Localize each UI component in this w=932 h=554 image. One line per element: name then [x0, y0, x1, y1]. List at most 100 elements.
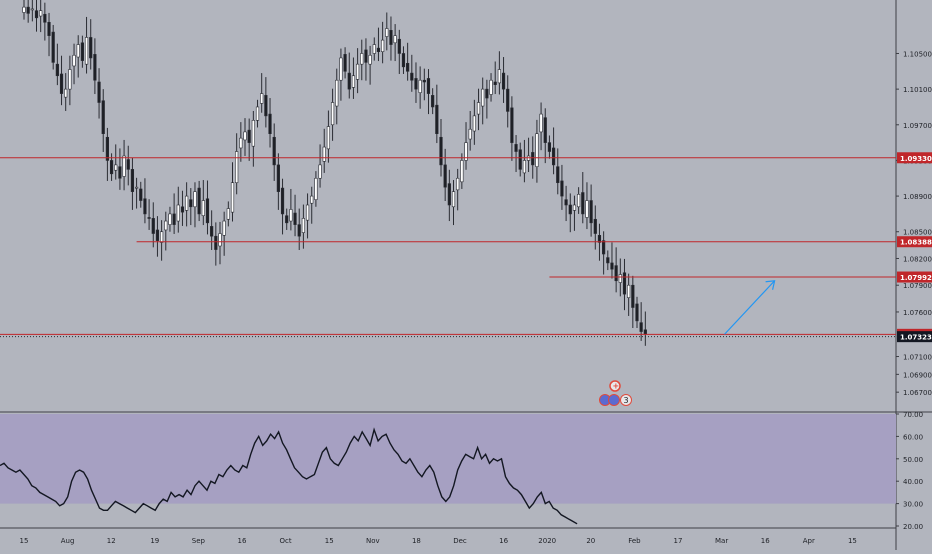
candle-body: [210, 226, 214, 237]
candle: [489, 73, 493, 102]
candle-body: [602, 240, 606, 255]
event-dot-icon: [608, 394, 620, 406]
candle-body: [168, 213, 172, 225]
candle-body: [418, 79, 422, 93]
candle: [577, 187, 581, 214]
candle: [30, 0, 34, 22]
candle-body: [401, 53, 406, 68]
candle-body: [251, 120, 255, 147]
candle-body: [364, 49, 368, 63]
rsi-tick-label: 50.00: [903, 456, 923, 464]
candle: [543, 108, 547, 164]
candle-body: [347, 72, 351, 90]
candle: [481, 77, 485, 125]
candle: [493, 61, 497, 95]
candle-body: [351, 75, 356, 88]
candle-body: [381, 39, 385, 52]
candle: [210, 210, 214, 251]
candle-body: [618, 274, 622, 283]
time-tick-label: Mar: [715, 537, 728, 545]
candle-body: [639, 322, 643, 332]
candle: [118, 148, 122, 190]
price-tick-label: 1.08200: [903, 255, 932, 263]
candle: [460, 153, 464, 189]
candle-body: [610, 262, 614, 270]
candle: [76, 35, 80, 78]
candle: [43, 2, 47, 41]
candle-body: [34, 10, 39, 19]
candle: [622, 258, 627, 311]
candle: [84, 16, 89, 74]
candle: [347, 52, 351, 99]
candle-body: [51, 31, 55, 63]
candle: [572, 195, 577, 231]
candle: [389, 16, 393, 61]
candle: [497, 51, 501, 95]
candle-body: [72, 54, 76, 67]
candle-body: [397, 38, 401, 54]
candle: [393, 24, 397, 62]
candle-body: [326, 126, 331, 150]
time-tick-label: Apr: [803, 537, 815, 545]
price-line-label: 1.07992: [900, 274, 932, 282]
candle-body: [372, 44, 376, 54]
candle: [426, 69, 431, 115]
candle-body: [264, 95, 268, 117]
candle: [381, 21, 385, 64]
candle: [631, 275, 635, 328]
candle: [151, 202, 155, 248]
candle: [72, 43, 76, 85]
candle: [105, 127, 109, 181]
rsi-tick-label: 40.00: [903, 478, 923, 486]
time-tick-label: 2020: [538, 537, 556, 545]
candle: [318, 144, 322, 188]
candle-body: [506, 88, 510, 112]
candle: [268, 98, 272, 148]
candle: [335, 68, 339, 125]
candle-body: [297, 224, 301, 237]
candle: [376, 27, 381, 62]
candle: [80, 35, 84, 68]
candle: [34, 0, 39, 32]
candle-body: [180, 206, 185, 213]
candle: [22, 0, 26, 20]
candle-body: [89, 37, 93, 59]
candle-body: [414, 78, 418, 90]
candle-body: [222, 220, 226, 236]
candle: [614, 247, 618, 293]
candle-body: [55, 63, 59, 77]
price-tick-label: 1.06700: [903, 389, 932, 397]
candle: [89, 19, 93, 70]
candle-body: [606, 257, 610, 264]
arrow-shaft: [724, 280, 776, 335]
candle: [464, 122, 468, 170]
candle-body: [422, 79, 426, 83]
candle-body: [476, 102, 481, 115]
candle-body: [226, 208, 230, 220]
price-tick-label: 1.09700: [903, 122, 932, 130]
time-tick-label: Nov: [366, 537, 380, 545]
candle: [547, 135, 552, 159]
rsi-tick-label: 20.00: [903, 523, 923, 531]
candle: [635, 296, 639, 328]
candle: [164, 211, 168, 251]
time-tick-label: Dec: [453, 537, 467, 545]
candle: [39, 0, 43, 33]
price-tick-label: 1.08500: [903, 229, 932, 237]
candle: [351, 57, 356, 99]
candle-body: [335, 79, 339, 107]
candle: [501, 57, 506, 103]
candle-body: [189, 199, 193, 208]
candle: [518, 142, 522, 177]
candle-body: [47, 21, 51, 36]
price-tick-label: 1.10500: [903, 50, 932, 58]
candle-body: [510, 107, 514, 143]
candle-body: [97, 81, 101, 103]
candle-body: [193, 191, 197, 208]
candle-body: [22, 6, 26, 13]
candle-body: [322, 146, 326, 162]
candle: [581, 172, 585, 224]
candle-body: [260, 93, 264, 104]
